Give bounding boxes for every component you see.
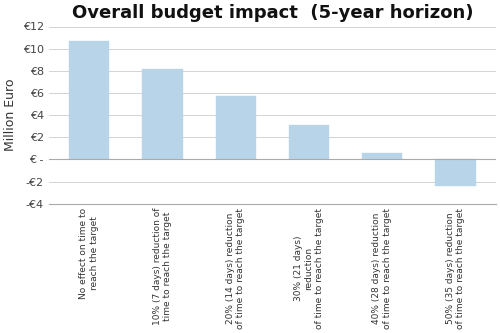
- Bar: [216, 96, 256, 160]
- Bar: [435, 160, 476, 186]
- Title: Overall budget impact  (5-year horizon): Overall budget impact (5-year horizon): [72, 4, 473, 22]
- Bar: [142, 69, 182, 160]
- Y-axis label: Million Euro: Million Euro: [4, 79, 17, 151]
- Bar: [69, 41, 110, 160]
- Bar: [288, 125, 329, 160]
- Bar: [362, 153, 403, 160]
